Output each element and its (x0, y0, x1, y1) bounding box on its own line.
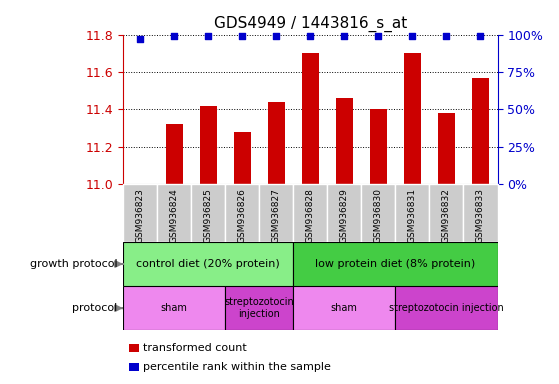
Point (238, 33, 247, 39)
Text: GSM936829: GSM936829 (340, 188, 349, 243)
Bar (395, 286, 498, 330)
Bar (157, 184, 191, 242)
Bar (336, 98, 353, 184)
Text: percentile rank within the sample: percentile rank within the sample (143, 362, 330, 372)
Bar (361, 184, 395, 242)
Text: GSM936823: GSM936823 (135, 188, 145, 243)
Bar (200, 106, 216, 184)
Text: low protein diet (8% protein): low protein diet (8% protein) (315, 259, 476, 269)
Bar (165, 124, 183, 184)
Bar (463, 184, 498, 242)
Point (203, 33, 212, 39)
Bar (234, 132, 250, 184)
Text: streptozotocin injection: streptozotocin injection (389, 303, 504, 313)
Bar (293, 242, 498, 286)
Bar (438, 113, 455, 184)
Bar (395, 184, 429, 242)
Text: GSM936832: GSM936832 (442, 188, 451, 243)
Bar (404, 53, 421, 184)
Bar (123, 286, 225, 330)
Text: GSM936831: GSM936831 (408, 188, 417, 243)
Text: sham: sham (331, 303, 358, 313)
Text: GSM936833: GSM936833 (476, 188, 485, 243)
Bar (259, 184, 293, 242)
Text: transformed count: transformed count (143, 343, 247, 353)
Point (272, 33, 281, 39)
Point (476, 33, 485, 39)
Bar (225, 184, 259, 242)
Point (442, 33, 451, 39)
Point (306, 33, 315, 39)
Bar (293, 286, 395, 330)
Point (340, 33, 349, 39)
Text: control diet (20% protein): control diet (20% protein) (136, 259, 280, 269)
Text: GSM936827: GSM936827 (272, 188, 281, 243)
Point (408, 33, 417, 39)
Bar (268, 102, 285, 184)
Bar (123, 184, 157, 242)
Point (374, 33, 383, 39)
Text: GSM936824: GSM936824 (169, 188, 178, 243)
Text: sham: sham (160, 303, 187, 313)
Text: GSM936825: GSM936825 (203, 188, 212, 243)
Text: GSM936826: GSM936826 (238, 188, 247, 243)
Bar (225, 286, 293, 330)
Text: GSM936828: GSM936828 (306, 188, 315, 243)
Text: streptozotocin
injection: streptozotocin injection (224, 297, 294, 319)
Bar (429, 184, 463, 242)
Bar (293, 184, 327, 242)
Bar (123, 242, 293, 286)
Point (169, 33, 178, 39)
Bar (302, 53, 319, 184)
Bar (327, 184, 361, 242)
Text: growth protocol: growth protocol (30, 259, 117, 269)
Bar (370, 109, 387, 184)
Text: GSM936830: GSM936830 (374, 188, 383, 243)
Title: GDS4949 / 1443816_s_at: GDS4949 / 1443816_s_at (214, 16, 407, 32)
Bar (472, 78, 489, 184)
Text: protocol: protocol (72, 303, 117, 313)
Bar (191, 184, 225, 242)
Point (135, 36, 144, 42)
